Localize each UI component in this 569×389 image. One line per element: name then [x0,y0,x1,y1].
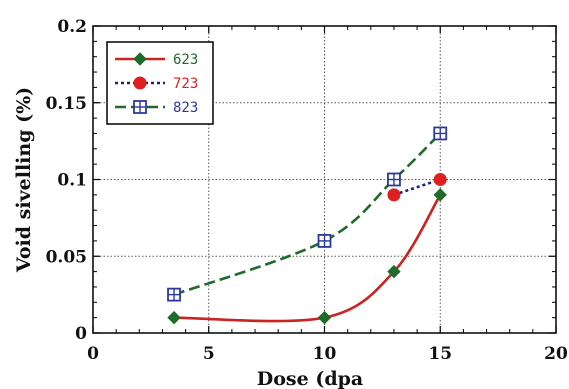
legend-marker-623 [133,52,147,66]
y-tick-label: 0.05 [46,247,87,267]
data-point-723 [433,173,447,186]
x-tick-label: 15 [428,344,452,364]
data-point-823 [167,287,181,302]
legend-marker-723 [133,76,147,90]
legend-label-823: 823 [173,100,198,116]
series-line-623 [174,194,442,323]
series-line-823 [173,132,442,296]
data-point-823 [317,233,332,248]
x-tick-label: 5 [203,344,215,364]
legend-label-723: 723 [173,76,198,92]
data-point-623 [167,310,181,325]
data-point-723 [387,188,401,202]
x-tick-label: 20 [544,344,568,364]
x-tick-labels: 0 5 10 15 20 [87,344,568,364]
axis-ticks [92,25,557,334]
data-point-623 [387,264,401,279]
series-markers [167,126,448,325]
data-point-823 [387,172,401,187]
data-point-623 [317,310,332,325]
x-axis-label: Dose (dpa [257,368,363,389]
series-lines [173,132,442,323]
y-axis-label: Void sivelling (%) [13,87,35,273]
y-tick-label: 0.2 [57,17,87,37]
y-tick-label: 0.15 [46,94,87,114]
data-point-623 [433,188,447,202]
legend: 623 723 823 [106,41,214,125]
y-tick-label: 0 [75,324,87,344]
y-tick-label: 0.1 [57,171,87,191]
series-line-723 [393,178,441,197]
x-tick-label: 10 [313,344,337,364]
legend-marker-823 [133,100,147,114]
legend-label-623: 623 [173,52,198,68]
data-point-823 [433,126,448,141]
y-tick-labels: 0 0.05 0.1 0.15 0.2 [46,17,88,344]
x-tick-label: 0 [87,344,99,364]
